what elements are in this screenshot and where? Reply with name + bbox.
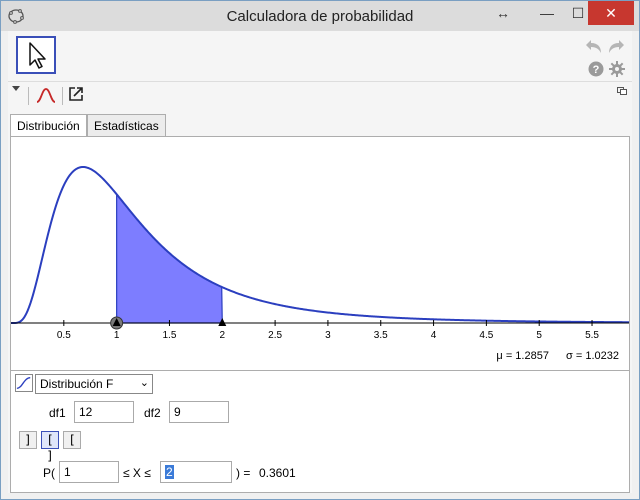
x-tick-label: 4.5 (479, 330, 493, 341)
toolbar-divider (62, 87, 63, 105)
mean-value: μ = 1.2857 (496, 350, 549, 362)
resize-arrows-icon[interactable]: ↔ (496, 5, 510, 21)
svg-text:?: ? (593, 64, 600, 76)
redo-icon[interactable] (607, 37, 625, 55)
density-curve (11, 165, 630, 324)
upper-bound-selected-text: 2 (165, 465, 174, 479)
probability-result: 0.3601 (259, 466, 296, 480)
app-icon (8, 9, 24, 24)
undo-icon[interactable] (585, 37, 603, 55)
distribution-plot-panel: 0.5 1 1.5 2 2.5 3 3.5 4 4.5 5 5.5 μ = 1.2857 σ = 1… (10, 136, 630, 371)
left-sided-button[interactable]: ] (19, 431, 37, 449)
lower-bound-triangle (112, 318, 121, 326)
minimize-button[interactable]: — (540, 5, 554, 21)
upper-bound-marker[interactable] (218, 318, 227, 326)
pointer-arrow-icon (29, 42, 46, 69)
move-tool-button[interactable] (16, 36, 56, 74)
x-tick-label: 4 (431, 330, 437, 341)
tab-estadisticas[interactable]: Estadísticas (87, 114, 166, 136)
df2-label: df2 (144, 406, 161, 420)
x-tick-label: 2 (220, 330, 226, 341)
density-plot: 0.5 1 1.5 2 2.5 3 3.5 4 4.5 5 5.5 (11, 165, 630, 341)
x-tick-label: 1.5 (163, 330, 177, 341)
x-tick-label: 2.5 (268, 330, 282, 341)
dock-icon[interactable] (617, 87, 627, 95)
x-tick-label: 5.5 (585, 330, 599, 341)
title-bar: Calculadora de probabilidad ↔ — ☐ ✕ (1, 1, 639, 31)
df1-input[interactable] (74, 401, 134, 423)
probability-prefix: P( (43, 466, 55, 480)
tab-distribucion[interactable]: Distribución (10, 114, 87, 137)
equals-text: ) = (236, 466, 251, 480)
right-sided-button[interactable]: [ (63, 431, 81, 449)
window-title: Calculadora de probabilidad (226, 8, 414, 25)
distribution-select-value: Distribución F (40, 377, 114, 391)
export-icon[interactable] (68, 86, 84, 102)
df2-input[interactable] (169, 401, 229, 423)
upper-bound-input[interactable]: 2 (160, 461, 232, 483)
chevron-down-icon: ⌄ (139, 377, 149, 389)
help-icon[interactable]: ? (588, 61, 604, 77)
inequality-text: ≤ X ≤ (123, 466, 151, 480)
stats-line: μ = 1.2857 σ = 1.0232 (482, 350, 619, 362)
bell-curve-icon[interactable] (35, 85, 57, 105)
x-tick-label: 1 (114, 330, 120, 341)
sd-value: σ = 1.0232 (566, 350, 619, 362)
view-toolbar (8, 81, 632, 109)
controls-panel: Distribución F ⌄ df1 df2 ] [ ] [ P( ≤ X … (10, 371, 630, 493)
cumulative-curve-icon[interactable] (15, 374, 33, 392)
toolbar-divider (28, 87, 29, 105)
main-content: ? (8, 31, 632, 493)
gear-icon[interactable] (609, 61, 625, 77)
distribution-select[interactable]: Distribución F ⌄ (35, 374, 153, 394)
df1-label: df1 (49, 406, 66, 420)
x-tick-label: 0.5 (57, 330, 71, 341)
lower-bound-input[interactable] (59, 461, 119, 483)
triangle-down-icon[interactable] (11, 85, 21, 93)
x-tick-label: 5 (536, 330, 542, 341)
maximize-button[interactable]: ☐ (571, 5, 585, 21)
x-tick-label: 3 (325, 330, 331, 341)
x-tick-label: 3.5 (374, 330, 388, 341)
close-button[interactable]: ✕ (588, 1, 634, 25)
interval-button[interactable]: [ ] (41, 431, 59, 463)
